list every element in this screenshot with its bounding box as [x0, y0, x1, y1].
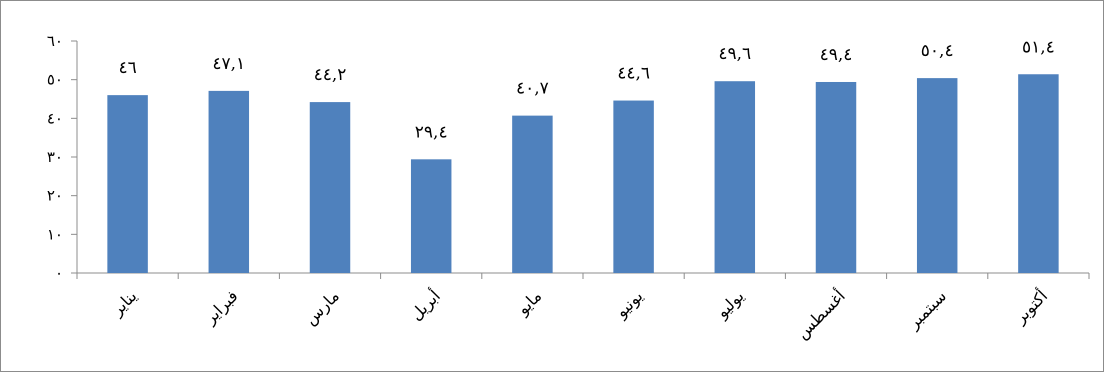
category-label: يوليو	[712, 286, 749, 323]
category-label: مارس	[301, 286, 344, 329]
y-tick-label: ٢٠	[47, 187, 63, 205]
bar[interactable]	[309, 102, 351, 274]
data-label: ٤٠,٧	[516, 79, 549, 99]
category-label: أكتوبر	[1009, 286, 1052, 329]
bar[interactable]	[714, 81, 756, 273]
data-label: ٤٤,٢	[314, 65, 347, 85]
y-tick-label: ٦٠	[47, 32, 63, 50]
data-label: ٥١,٤	[1022, 37, 1055, 57]
bar[interactable]	[815, 81, 857, 273]
category-label: يناير	[107, 286, 141, 320]
data-label: ٤٩,٤	[820, 45, 853, 65]
bar[interactable]	[512, 115, 553, 273]
y-tick-label: ٤٠	[47, 109, 63, 127]
y-tick-label: ٠	[55, 264, 63, 282]
y-tick-label: ٥٠	[47, 71, 63, 89]
category-label: فبراير	[200, 286, 242, 328]
bar[interactable]	[916, 78, 958, 274]
data-label: ٤٩,٦	[718, 44, 751, 64]
y-tick-label: ١٠	[47, 225, 63, 243]
bar[interactable]	[107, 95, 148, 273]
bar[interactable]	[613, 100, 654, 274]
bar[interactable]	[1018, 74, 1059, 274]
category-label: أبريل	[406, 286, 445, 325]
data-label: ٥٠,٤	[921, 41, 954, 61]
category-label: أغسطس	[792, 286, 850, 344]
category-label: سبتمبر	[903, 286, 950, 333]
category-label: يونيو	[611, 286, 647, 322]
y-tick-label: ٣٠	[47, 148, 63, 166]
data-label: ٢٩,٤	[415, 122, 448, 142]
category-label: مايو	[513, 286, 546, 319]
bar[interactable]	[410, 159, 452, 273]
bar[interactable]	[208, 90, 250, 273]
data-label: ٤٦	[118, 58, 136, 78]
data-label: ٤٧,١	[212, 54, 245, 74]
data-label: ٤٤,٦	[617, 64, 650, 84]
